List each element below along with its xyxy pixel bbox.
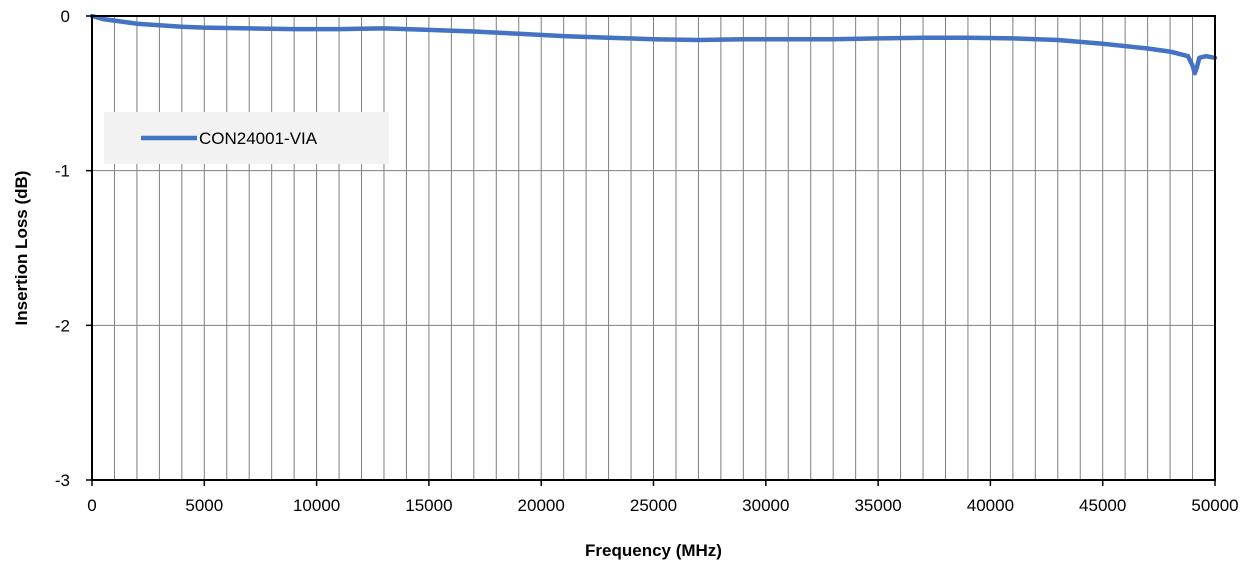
x-tick-label: 40000 xyxy=(967,496,1014,515)
y-tick-label: -3 xyxy=(55,471,70,490)
gridlines xyxy=(92,16,1215,480)
legend-entry-label: CON24001-VIA xyxy=(199,129,318,148)
x-tick-label: 50000 xyxy=(1191,496,1238,515)
series-line-0 xyxy=(89,13,1218,76)
x-tick-label: 5000 xyxy=(185,496,223,515)
x-tick-label: 35000 xyxy=(854,496,901,515)
y-tick-label: 0 xyxy=(61,7,70,26)
x-tick-label: 45000 xyxy=(1079,496,1126,515)
x-tick-label: 10000 xyxy=(293,496,340,515)
x-tick-label: 30000 xyxy=(742,496,789,515)
x-axis-title: Frequency (MHz) xyxy=(585,541,722,560)
x-tick-label: 0 xyxy=(87,496,96,515)
series-layer xyxy=(89,13,1218,76)
x-tick-label: 15000 xyxy=(405,496,452,515)
legend: CON24001-VIA xyxy=(104,112,389,164)
y-tick-label: -1 xyxy=(55,162,70,181)
tick-labels: 0 5000 10000 15000 20000 25000 30000 35000 40000… xyxy=(55,7,1239,515)
y-tick-label: -2 xyxy=(55,316,70,335)
x-tick-label: 20000 xyxy=(518,496,565,515)
x-tick-label: 25000 xyxy=(630,496,677,515)
y-axis-title: Insertion Loss (dB) xyxy=(12,171,31,326)
